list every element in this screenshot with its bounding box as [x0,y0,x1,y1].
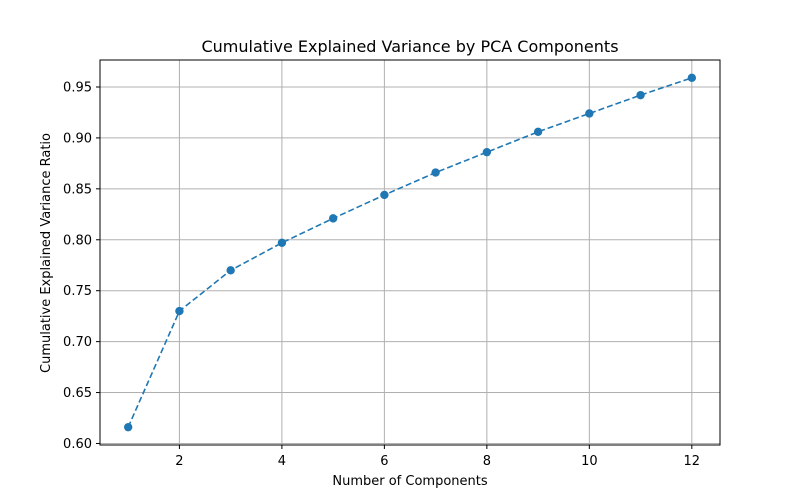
x-tick-label: 2 [175,454,183,469]
data-point [277,238,287,248]
grid-lines [100,60,720,445]
plot-area-frame [99,59,721,446]
y-tick-label: 0.80 [63,233,92,248]
data-series [123,73,697,432]
series-line [127,77,693,428]
data-point [533,127,543,137]
data-point [482,147,492,157]
y-axis-label: Cumulative Explained Variance Ratio [39,133,54,373]
x-axis-label: Number of Components [332,474,487,489]
y-tick-label: 0.60 [63,437,92,452]
x-tick-label: 6 [380,454,388,469]
y-tick-label: 0.95 [63,80,92,95]
y-tick-label: 0.65 [63,386,92,401]
data-point [687,73,697,83]
data-point [328,214,338,223]
x-tick-label: 10 [581,454,598,469]
axis-ticks: 2 4 6 8 10 12 0.60 0.65 0.70 0.75 0.80 0.85 0.90 0.95 [63,80,700,469]
data-point [175,306,184,316]
data-point [585,109,594,118]
y-tick-label: 0.85 [63,182,92,197]
data-point [636,90,645,100]
x-tick-label: 4 [278,454,286,469]
data-point [123,422,133,432]
y-tick-label: 0.70 [63,335,92,350]
data-point [380,190,389,200]
chart-title: Cumulative Explained Variance by PCA Com… [201,37,618,56]
data-point [431,168,440,177]
x-tick-label: 8 [483,454,491,469]
y-tick-label: 0.75 [63,284,92,299]
y-tick-label: 0.90 [63,131,92,146]
x-tick-label: 12 [684,454,701,469]
data-point [226,266,235,275]
